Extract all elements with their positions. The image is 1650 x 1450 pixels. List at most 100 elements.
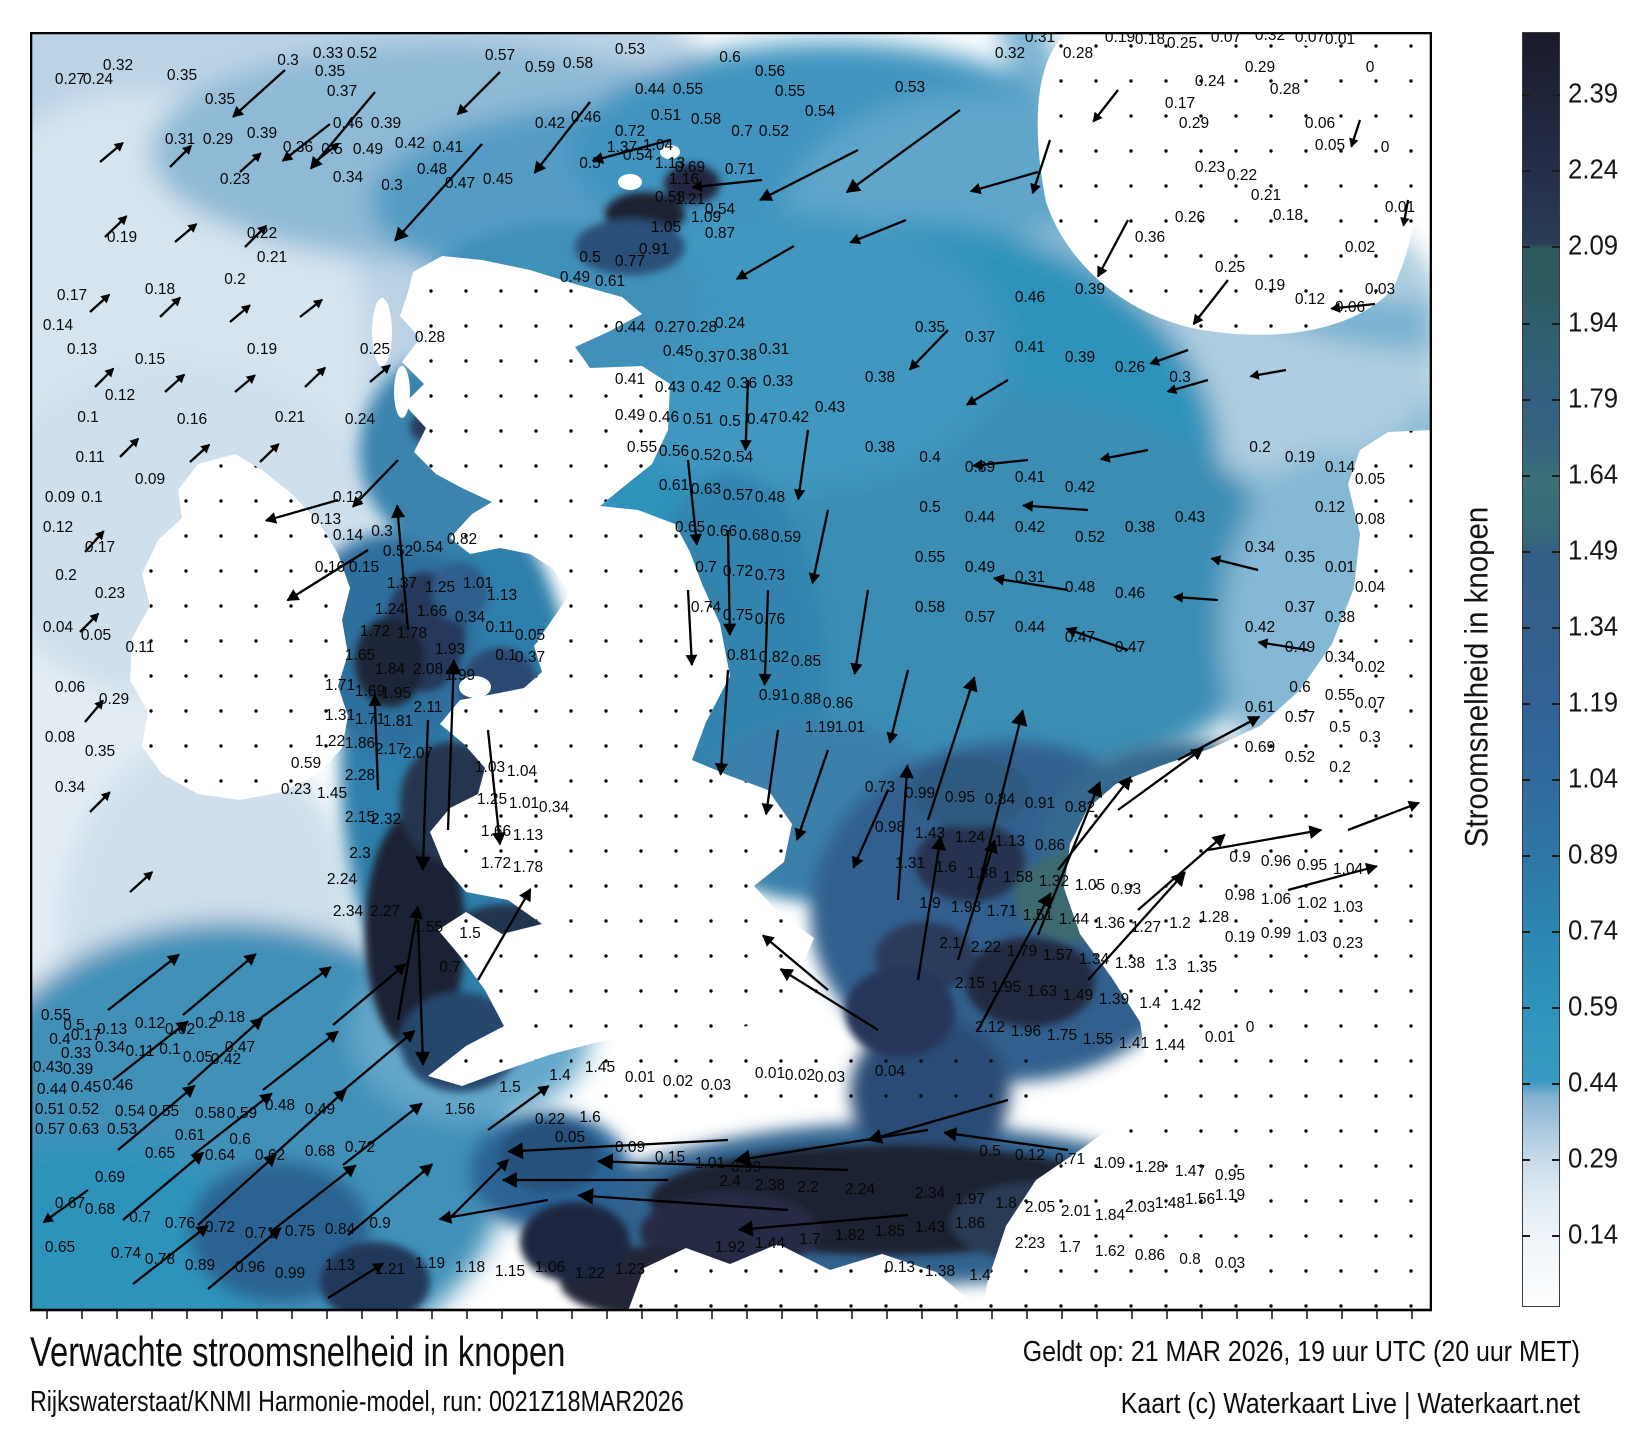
svg-text:0.73: 0.73 [755,567,785,584]
svg-text:0.11: 0.11 [125,639,154,656]
svg-text:0.19: 0.19 [247,341,277,358]
svg-text:1.44: 1.44 [1059,911,1090,928]
svg-text:0.08: 0.08 [45,729,75,746]
colorbar-tick-label: 0.89 [1568,838,1619,870]
svg-text:0.42: 0.42 [395,135,425,152]
svg-text:0.09: 0.09 [615,1139,645,1156]
svg-text:0.11: 0.11 [125,1043,154,1060]
colorbar-tick [1552,550,1560,553]
svg-text:0.51: 0.51 [651,107,681,124]
svg-text:0.2: 0.2 [55,567,77,584]
svg-text:0.71: 0.71 [245,1225,275,1242]
svg-text:0.02: 0.02 [663,1073,693,1090]
svg-text:0.65: 0.65 [675,519,705,536]
svg-text:1.65: 1.65 [345,647,375,664]
svg-text:2.27: 2.27 [370,903,400,920]
svg-text:2.15: 2.15 [955,975,985,992]
colorbar-tick-label: 1.49 [1568,534,1619,566]
svg-text:1.31: 1.31 [325,707,355,724]
svg-text:0.03: 0.03 [815,1069,845,1086]
svg-text:0: 0 [1366,59,1375,76]
svg-text:0.24: 0.24 [83,71,114,88]
svg-text:0.86: 0.86 [1035,837,1065,854]
svg-text:1.72: 1.72 [481,855,511,872]
svg-text:0.44: 0.44 [615,319,646,336]
svg-text:0.56: 0.56 [755,63,785,80]
colorbar-tick [1522,1006,1530,1009]
svg-text:0.28: 0.28 [687,319,717,336]
svg-text:0.17: 0.17 [71,1027,101,1044]
svg-text:0.39: 0.39 [371,115,401,132]
svg-text:0.54: 0.54 [723,449,754,466]
svg-text:0.15: 0.15 [135,351,165,368]
svg-text:0.57: 0.57 [1285,709,1315,726]
svg-text:0.48: 0.48 [265,1097,295,1114]
svg-text:0.09: 0.09 [135,471,165,488]
svg-text:1.24: 1.24 [375,601,406,618]
svg-text:0.95: 0.95 [1297,857,1327,874]
svg-text:0.41: 0.41 [1015,469,1045,486]
svg-text:0.4: 0.4 [49,1031,71,1048]
svg-text:0.05: 0.05 [183,1049,213,1066]
svg-text:0.53: 0.53 [895,79,925,96]
svg-text:0.3: 0.3 [371,523,393,540]
svg-text:0.39: 0.39 [247,125,277,142]
svg-text:1.18: 1.18 [455,1259,485,1276]
svg-text:0.84: 0.84 [325,1221,356,1238]
svg-text:0.47: 0.47 [1065,629,1095,646]
svg-text:1.25: 1.25 [477,791,507,808]
svg-text:0.64: 0.64 [205,1147,236,1164]
svg-text:0.35: 0.35 [1285,549,1315,566]
svg-text:1.45: 1.45 [317,785,347,802]
svg-text:0.01: 0.01 [1325,559,1355,576]
svg-text:0.28: 0.28 [1063,45,1093,62]
colorbar-tick [1552,626,1560,629]
colorbar [1522,32,1560,1307]
svg-text:0.22: 0.22 [535,1111,565,1128]
svg-text:0.34: 0.34 [1245,539,1276,556]
colorbar-tick [1522,626,1530,629]
svg-text:0.42: 0.42 [779,409,809,426]
svg-text:1.88: 1.88 [967,865,997,882]
svg-text:0.38: 0.38 [727,347,757,364]
svg-text:1.6: 1.6 [935,859,957,876]
svg-text:0.34: 0.34 [455,609,486,626]
svg-text:0.42: 0.42 [1065,479,1095,496]
svg-text:1.16: 1.16 [669,171,699,188]
svg-text:0.67: 0.67 [55,1195,85,1212]
svg-text:0.2: 0.2 [1249,439,1271,456]
svg-text:0.4: 0.4 [919,449,941,466]
svg-text:0.88: 0.88 [791,691,821,708]
svg-text:0.05: 0.05 [1315,137,1345,154]
svg-text:1.35: 1.35 [1187,959,1217,976]
svg-text:0.1: 0.1 [495,647,517,664]
svg-text:1.13: 1.13 [655,155,685,172]
svg-text:1.66: 1.66 [417,603,447,620]
sea-current-field: 0.33 0.520.30.320.270.24 0.350.350.350.370… [30,32,1432,1311]
svg-text:0.5: 0.5 [919,499,941,516]
colorbar-tick-label: 0.74 [1568,914,1619,946]
svg-text:1.19: 1.19 [1215,1187,1245,1204]
svg-text:0.99: 0.99 [275,1265,305,1282]
colorbar-tick [1522,322,1530,325]
svg-text:0.33: 0.33 [61,1045,91,1062]
svg-text:0.14: 0.14 [43,317,74,334]
svg-text:1.98: 1.98 [951,899,981,916]
colorbar-tick [1522,930,1530,933]
svg-text:0.12: 0.12 [105,387,135,404]
svg-text:0.32: 0.32 [103,57,133,74]
svg-text:0.12: 0.12 [135,1015,165,1032]
svg-text:1.82: 1.82 [835,1227,865,1244]
svg-text:1.71: 1.71 [355,711,385,728]
svg-text:1.13: 1.13 [325,1257,355,1274]
map-title: Verwachte stroomsnelheid in knopen [30,1328,566,1375]
svg-text:0.61: 0.61 [175,1127,205,1144]
svg-text:0.23: 0.23 [1333,935,1363,952]
svg-text:0.72: 0.72 [345,1139,375,1156]
colorbar-tick-label: 0.29 [1568,1142,1619,1174]
svg-text:0.69: 0.69 [675,159,705,176]
svg-text:0.37: 0.37 [1285,599,1315,616]
svg-text:0.5: 0.5 [63,1017,85,1034]
svg-text:1.84: 1.84 [1095,1207,1126,1224]
